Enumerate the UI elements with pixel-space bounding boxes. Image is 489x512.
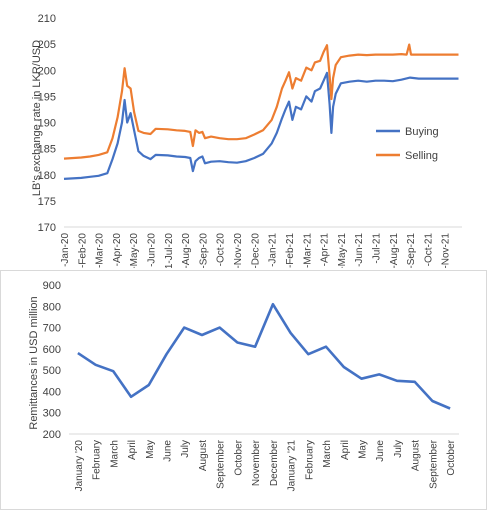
exchange-rate-x-tick: -Jun-20 xyxy=(147,233,158,267)
remittance-y-tick: 900 xyxy=(43,280,61,292)
exchange-rate-x-tick: -Apr-21 xyxy=(320,233,331,267)
exchange-rate-x-tick: -Aug-20 xyxy=(181,233,192,268)
exchange-rate-chart: 170 175 180 185 190 195 200 205 210 -Jan-20 -Feb-… xyxy=(31,13,462,268)
remittance-x-tick: August xyxy=(411,440,422,471)
exchange-rate-x-tick: -Apr-20 xyxy=(112,233,123,267)
exchange-rate-x-tick: -Feb-21 xyxy=(285,233,296,268)
exchange-rate-x-tick: -May-20 xyxy=(129,233,140,268)
exchange-rate-x-tick: -Sep-21 xyxy=(406,233,417,268)
exchange-rate-y-tick: 190 xyxy=(38,118,56,130)
remittance-x-tick: April xyxy=(127,440,138,460)
exchange-rate-series-selling-line xyxy=(63,43,459,160)
exchange-rate-x-tick: -Sep-20 xyxy=(198,233,209,268)
remittance-x-tick: August xyxy=(198,440,209,471)
exchange-rate-x-tick: -Aug-21 xyxy=(389,233,400,268)
remittance-x-tick: May xyxy=(358,440,369,459)
remittance-x-tick: July xyxy=(393,440,404,458)
exchange-rate-legend: Buying Selling xyxy=(376,126,439,162)
exchange-rate-y-tick: 170 xyxy=(38,222,56,234)
exchange-rate-y-tick: 195 xyxy=(38,91,56,103)
remittance-x-tick: May xyxy=(145,440,156,459)
remittance-x-tick: September xyxy=(428,439,439,489)
remittance-x-tick: February xyxy=(304,440,315,480)
remittance-chart-panel: 200 300 400 500 600 700 800 900 January '20 Febr… xyxy=(0,270,487,510)
remittance-x-tick: December xyxy=(269,439,280,486)
remittance-x-tick: July xyxy=(180,440,191,458)
exchange-rate-y-tick: 205 xyxy=(38,39,56,51)
exchange-rate-x-tick: -Jan-20 xyxy=(60,233,71,267)
exchange-rate-x-tick: -Jan-21 xyxy=(268,233,279,267)
exchange-rate-x-tick: -Nov-20 xyxy=(233,233,244,268)
legend-buying-label: Buying xyxy=(405,126,439,138)
remittance-y-tick: 800 xyxy=(43,301,61,313)
exchange-rate-x-tick: -Mar-20 xyxy=(95,233,106,268)
exchange-rate-x-tick: 1-Jul-20 xyxy=(164,233,175,268)
remittance-y-tick: 400 xyxy=(43,386,61,398)
exchange-rate-y-tick: 200 xyxy=(38,65,56,77)
remittance-x-tick: March xyxy=(322,440,333,468)
exchange-rate-x-tick: -Feb-20 xyxy=(77,233,88,268)
remittance-x-tick: October xyxy=(446,439,457,475)
exchange-rate-x-tick: -Nov-21 xyxy=(441,233,452,268)
exchange-rate-y-tick: 180 xyxy=(38,170,56,182)
exchange-rate-y-tick: 210 xyxy=(38,13,56,25)
exchange-rate-x-tick: -Jun-21 xyxy=(354,233,365,267)
remittance-x-tick: January '20 xyxy=(74,440,85,492)
remittance-y-tick: 300 xyxy=(43,408,61,420)
exchange-rate-x-tick: -Oct-21 xyxy=(423,233,434,267)
remittance-x-tick: February xyxy=(92,440,103,480)
remittance-y-tick: 600 xyxy=(43,344,61,356)
remittance-chart: 200 300 400 500 600 700 800 900 January '20 Febr… xyxy=(28,280,459,492)
exchange-rate-x-tick: -Oct-20 xyxy=(216,233,227,267)
exchange-rate-y-tick: 175 xyxy=(38,196,56,208)
remittance-x-tick: November xyxy=(251,439,262,486)
legend-selling-label: Selling xyxy=(405,150,438,162)
exchange-rate-x-tick: -Jul-21 xyxy=(371,233,382,264)
remittance-x-tick: October xyxy=(233,439,244,475)
remittance-y-tick: 500 xyxy=(43,365,61,377)
remittance-x-tick: January '21 xyxy=(287,440,298,492)
remittance-series-line xyxy=(77,302,451,410)
remittance-x-tick: March xyxy=(109,440,120,468)
remittance-y-tick: 700 xyxy=(43,323,61,335)
exchange-rate-x-tick: -Mar-21 xyxy=(302,233,313,268)
exchange-rate-series-buying-line xyxy=(63,71,459,180)
exchange-rate-y-tick: 185 xyxy=(38,144,56,156)
remittance-y-axis-title: Remittances in USD million xyxy=(28,296,40,429)
exchange-rate-y-axis-title: LB's exchange rate in LKR/USD xyxy=(31,40,43,196)
remittance-x-tick: September xyxy=(216,439,227,489)
exchange-rate-x-tick: -Dec-20 xyxy=(250,233,261,268)
remittance-y-tick: 200 xyxy=(43,429,61,441)
remittance-x-tick: June xyxy=(375,440,386,462)
remittance-x-tick: June xyxy=(163,440,174,462)
remittance-x-tick: April xyxy=(340,440,351,460)
exchange-rate-x-tick: -May-21 xyxy=(337,233,348,268)
exchange-rate-chart-panel: 170 175 180 185 190 195 200 205 210 -Jan-20 -Feb-… xyxy=(31,13,462,268)
